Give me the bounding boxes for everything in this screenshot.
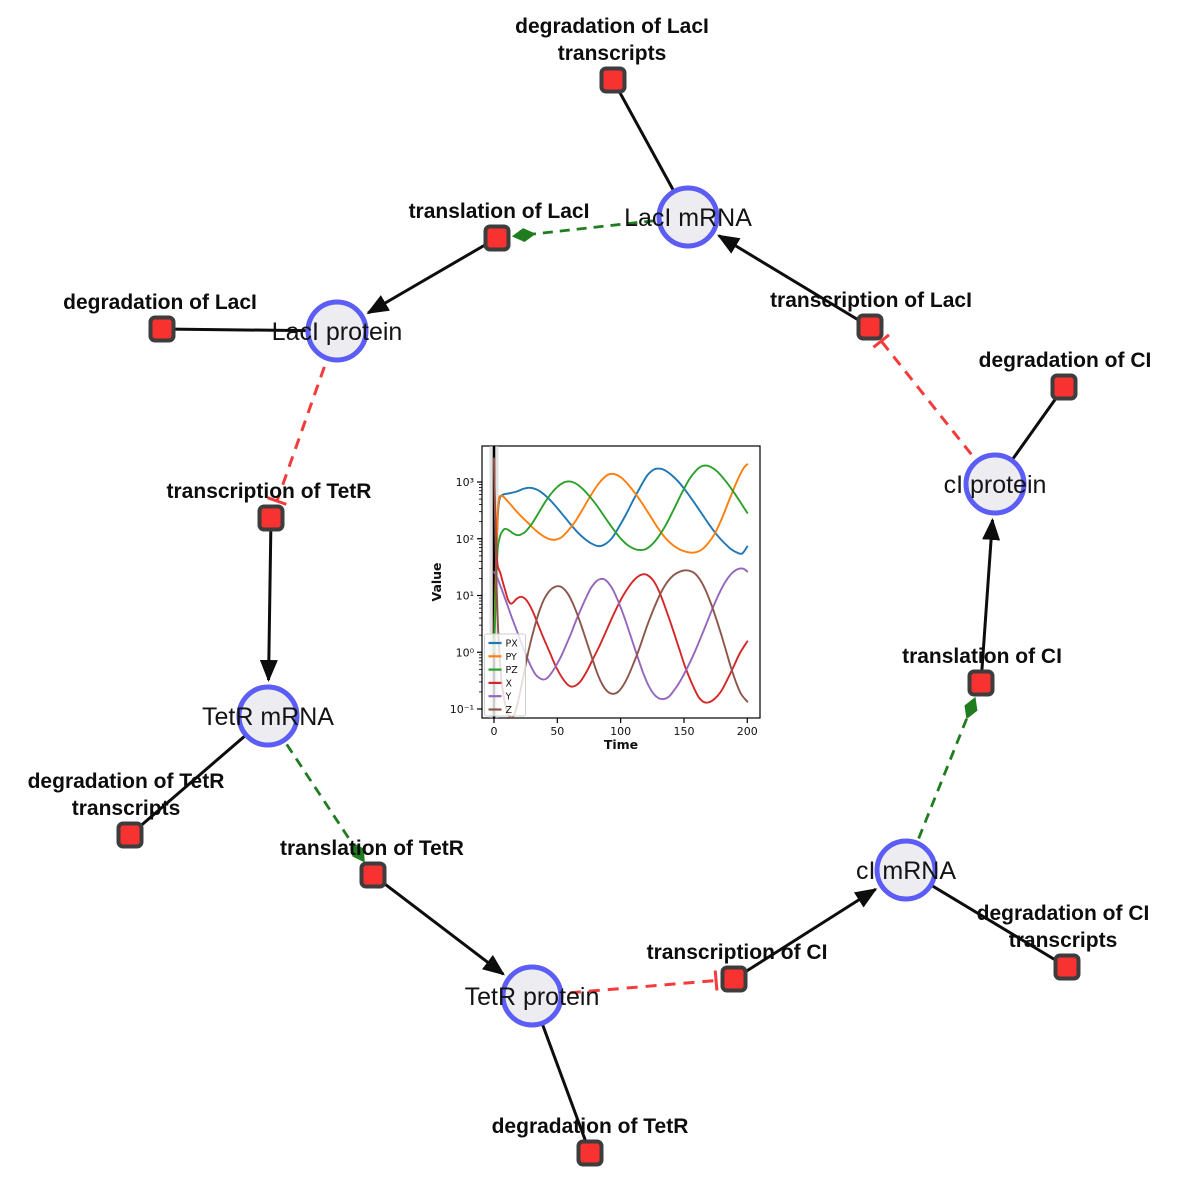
legend-label-Y: Y [505,692,512,703]
reaction-label-deg-tetr: degradation of TetR [492,1115,689,1138]
plot-ytick-label-10e3: 10³ [456,476,474,489]
reaction-node-translation-laci[interactable] [483,224,511,252]
reaction-label-transcription-ci: transcription of CI [647,941,828,964]
edge-laci-mrna-translation-laci [511,215,689,243]
plot-series-PY [493,463,749,654]
plot-ytick-label-10e2: 10² [456,533,474,546]
plot-y-axis-label: Value [429,562,444,601]
legend-label-PY: PY [506,652,518,663]
species-node-laci-mrna[interactable] [656,185,720,249]
reaction-label-deg-laci-transcripts-line2: transcripts [558,42,667,65]
reaction-node-deg-ci-transcripts[interactable] [1053,953,1081,981]
reaction-label-deg-laci: degradation of LacI [63,291,257,314]
species-label-ci-prot: cI protein [944,471,1047,499]
plot-xtick-label-200: 200 [737,725,758,738]
plot-xtick-label-0: 0 [491,725,498,738]
reaction-node-deg-laci-transcripts[interactable] [599,66,627,94]
nodes-layer [116,66,1081,1167]
reaction-node-transcription-ci[interactable] [720,965,748,993]
species-label-tetr-prot: TetR protein [465,983,600,1011]
reaction-node-deg-tetr-transcripts[interactable] [116,821,144,849]
reaction-label-translation-laci: translation of LacI [409,200,590,223]
reaction-node-deg-laci[interactable] [148,315,176,343]
reaction-label-deg-laci-transcripts-line1: degradation of LacI [515,15,709,38]
reaction-node-transcription-tetr[interactable] [257,504,285,532]
plot-series-PZ [493,464,749,654]
edge-translation-ci-ci-prot [979,517,1001,684]
edge-tetr-prot-transcription-ci [531,970,719,998]
plot-xtick-label-100: 100 [610,725,631,738]
legend-label-PX: PX [506,639,519,650]
edge-ci-prot-transcription-laci [872,333,997,485]
plot-ytick-label-10e-1: 10⁻¹ [450,703,474,716]
species-label-tetr-mrna: TetR mRNA [202,703,334,731]
reaction-label-translation-tetr: translation of TetR [280,837,464,860]
reaction-node-translation-ci[interactable] [967,669,995,697]
legend-label-PZ: PZ [506,665,519,676]
edge-tetr-mrna-translation-tetr [266,715,365,863]
reaction-node-deg-tetr[interactable] [576,1139,604,1167]
species-label-ci-mrna: cI mRNA [856,857,956,885]
time-series-plot: 0 50 100 150 200 10³ 10² 10¹ 10⁰ 10⁻¹ Time Value PX P… [429,445,761,752]
species-node-laci-prot[interactable] [305,299,369,363]
edge-transcription-ci-ci-mrna [733,888,878,981]
plot-series-X [493,457,749,704]
species-node-tetr-prot[interactable] [500,964,564,1028]
plot-frame [481,445,761,719]
reaction-label-deg-ci-transcripts-line1: degradation of CI [977,902,1150,925]
reaction-label-deg-ci-transcripts-line2: transcripts [1009,929,1118,952]
edge-transcription-laci-laci-mrna [717,234,871,329]
plot-xtick-label-150: 150 [673,725,694,738]
plot-ytick-label-10e0: 10⁰ [456,646,475,659]
reaction-node-translation-tetr[interactable] [359,861,387,889]
species-label-laci-mrna: LacI mRNA [624,204,752,232]
reaction-label-deg-ci: degradation of CI [979,349,1152,372]
labels-layer: LacI mRNA LacI protein TetR mRNA TetR prote… [28,15,1152,1138]
reaction-node-deg-ci[interactable] [1050,373,1078,401]
reaction-label-transcription-laci: transcription of LacI [770,289,972,312]
species-label-laci-prot: LacI protein [272,318,403,346]
edge-translation-laci-laci-prot [366,236,498,315]
edge-transcription-tetr-tetr-mrna [259,517,278,683]
reaction-label-deg-tetr-transcripts-line2: transcripts [72,797,181,820]
legend-label-X: X [506,678,513,689]
plot-x-axis-label: Time [604,737,638,752]
species-node-ci-mrna[interactable] [874,838,938,902]
plot-series-PX [493,467,749,654]
plot-xtick-label-50: 50 [550,725,564,738]
species-node-tetr-mrna[interactable] [236,684,300,748]
reaction-label-transcription-tetr: transcription of TetR [167,480,372,503]
reaction-node-transcription-laci[interactable] [856,313,884,341]
legend-label-Z: Z [506,705,513,716]
reaction-label-deg-tetr-transcripts-line1: degradation of TetR [28,770,225,793]
reaction-label-translation-ci: translation of CI [902,645,1062,668]
plot-ytick-label-10e1: 10¹ [456,590,474,603]
edge-translation-tetr-tetr-prot [372,873,505,976]
species-node-ci-prot[interactable] [963,452,1027,516]
edge-ci-mrna-translation-ci [904,696,978,871]
